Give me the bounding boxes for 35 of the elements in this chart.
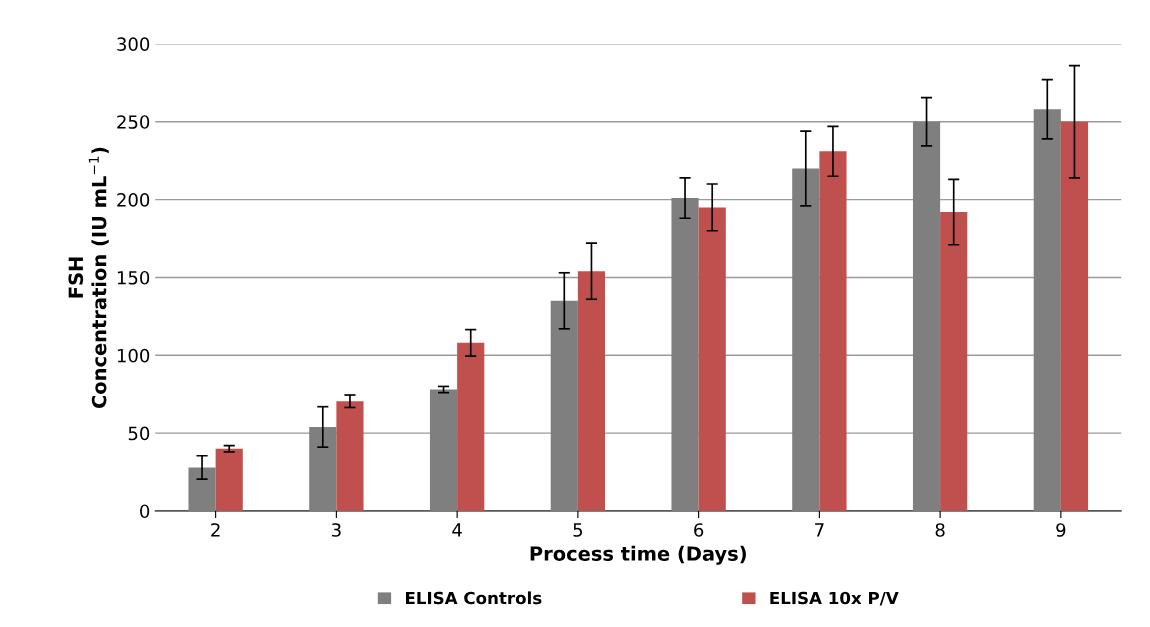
x-tick-label: 4 [452, 523, 462, 537]
bar [671, 198, 699, 511]
y-tick-label: 50 [128, 426, 150, 441]
x-tick-label: 9 [1056, 523, 1066, 537]
x-tick-label: 3 [332, 523, 341, 537]
y-tick-label: 250 [117, 115, 150, 129]
x-tick-label: 6 [694, 523, 704, 537]
y-tick-label: 100 [117, 348, 150, 363]
x-tick-label: 7 [815, 523, 824, 537]
bar [577, 271, 606, 511]
x-axis-title: Process time (Days) [530, 545, 746, 565]
x-tick-label: 2 [211, 523, 220, 537]
y-tick-label: 150 [117, 270, 150, 285]
x-tick-label: 5 [573, 523, 583, 537]
bar [940, 212, 968, 511]
bar [819, 151, 847, 511]
bar [550, 300, 578, 511]
bar [188, 467, 216, 511]
y-tick-label: 200 [117, 193, 150, 207]
bar [1033, 109, 1061, 511]
bar [309, 426, 337, 511]
y-tick-label: 0 [140, 504, 150, 519]
bar [457, 342, 485, 511]
y-tick-label: 300 [117, 37, 150, 52]
bar [792, 168, 820, 511]
bar [1060, 121, 1089, 511]
x-tick-label: 8 [935, 523, 945, 537]
bar [912, 121, 941, 511]
y-axis-title: FSH Concentration (IU mL$^{−1}$) [68, 147, 109, 409]
bar [215, 448, 243, 511]
bar [698, 207, 726, 511]
bar [429, 389, 458, 511]
bar [336, 401, 364, 511]
legend-label: ELISA 10x P/V [770, 591, 899, 606]
legend-label: ELISA Controls [405, 591, 542, 605]
